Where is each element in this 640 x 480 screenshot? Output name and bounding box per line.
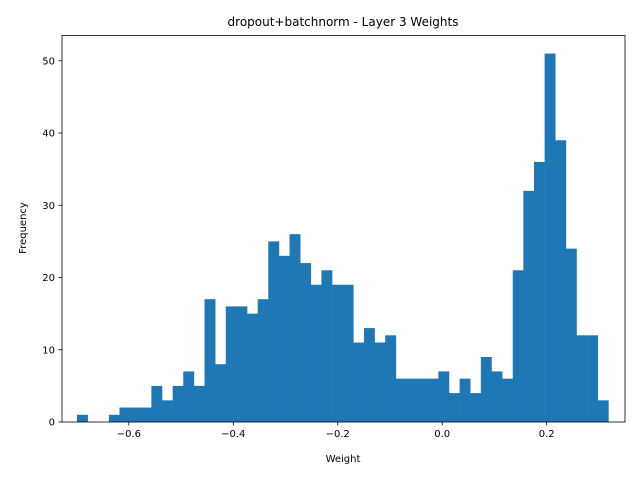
histogram-bar: [395, 378, 407, 422]
histogram-bar: [523, 190, 535, 422]
histogram-bar: [215, 364, 227, 422]
histogram-bar: [130, 407, 142, 422]
histogram-bar: [342, 284, 354, 422]
x-tick-label: 0.0: [434, 429, 450, 440]
histogram-bar: [183, 371, 195, 422]
y-axis-label: Frequency: [18, 202, 29, 254]
x-tick-label: 0.2: [539, 429, 555, 440]
histogram-bar: [257, 299, 269, 422]
histogram-bar: [448, 393, 460, 422]
histogram-bar: [310, 284, 322, 422]
histogram-bar: [374, 342, 386, 422]
histogram-bar: [300, 263, 312, 422]
histogram-bar: [332, 284, 343, 422]
histogram-bar: [289, 234, 301, 422]
histogram-bar: [321, 270, 333, 422]
bars-group: [76, 53, 609, 423]
histogram-bar: [172, 385, 184, 422]
y-tick-label: 50: [42, 56, 55, 67]
histogram-bar: [119, 407, 131, 422]
histogram-bar: [470, 393, 482, 422]
y-axis-ticks: 0 10 20 30 40 50: [42, 56, 62, 429]
histogram-bar: [363, 328, 375, 422]
histogram-bar: [406, 378, 418, 422]
histogram-bar: [140, 407, 152, 422]
histogram-bar: [480, 356, 492, 422]
y-tick-label: 40: [42, 129, 55, 140]
histogram-bar: [597, 400, 609, 422]
histogram-bar: [204, 299, 216, 422]
histogram-bar: [512, 270, 524, 422]
histogram-bar: [417, 378, 429, 422]
histogram-bar: [76, 414, 88, 422]
histogram-bar: [385, 335, 397, 422]
histogram-bar: [151, 385, 163, 422]
histogram-bar: [236, 306, 248, 422]
histogram-bar: [587, 335, 599, 422]
histogram-bar: [438, 371, 450, 422]
chart-title: dropout+batchnorm - Layer 3 Weights: [228, 15, 459, 29]
x-tick-label: −0.2: [326, 429, 350, 440]
histogram-bar: [565, 248, 577, 422]
y-tick-label: 10: [42, 345, 55, 356]
x-axis-ticks: −0.6 −0.4 −0.2 0.0 0.2: [117, 422, 555, 440]
x-tick-label: −0.4: [221, 429, 245, 440]
histogram-bar: [544, 53, 556, 422]
y-tick-label: 20: [42, 273, 55, 284]
histogram-bar: [533, 161, 545, 422]
x-tick-label: −0.6: [117, 429, 141, 440]
y-tick-label: 30: [42, 201, 55, 212]
histogram-bar: [459, 378, 471, 422]
histogram-bar: [193, 385, 205, 422]
histogram-bar: [576, 335, 588, 422]
plot-frame: [61, 35, 626, 423]
x-axis-label: Weight: [326, 454, 361, 465]
histogram-bar: [427, 378, 439, 422]
histogram-bar: [225, 306, 237, 422]
histogram-bar: [247, 313, 258, 422]
histogram-bar: [491, 371, 503, 422]
histogram-bar: [353, 342, 365, 422]
histogram-bar: [502, 378, 514, 422]
histogram-bar: [268, 241, 280, 422]
y-tick-label: 0: [49, 418, 55, 429]
histogram-bar: [278, 255, 290, 422]
histogram-bar: [108, 414, 120, 422]
histogram-bar: [555, 140, 567, 423]
histogram-bar: [162, 400, 173, 422]
